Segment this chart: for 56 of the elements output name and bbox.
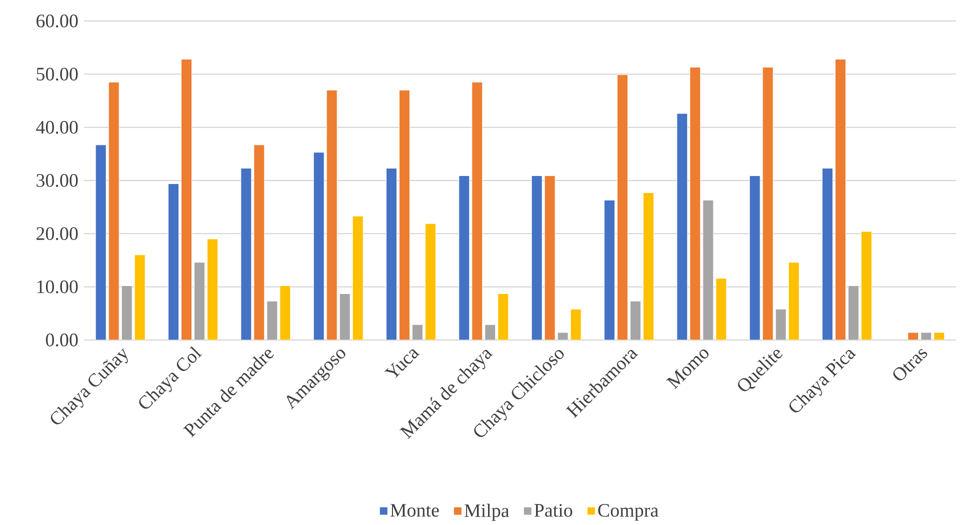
bar xyxy=(207,238,218,340)
bar xyxy=(95,144,106,340)
legend-label: Milpa xyxy=(464,504,510,521)
bar xyxy=(313,152,324,340)
y-tick-label: 10.00 xyxy=(37,280,78,294)
y-tick-label: 0.00 xyxy=(46,334,78,346)
bar xyxy=(108,82,120,340)
bar xyxy=(484,324,496,340)
y-tick-label: 60.00 xyxy=(36,14,78,28)
bar xyxy=(531,175,542,340)
x-tick-label: Otras xyxy=(893,348,928,380)
bar xyxy=(194,262,206,340)
legend-label: Compra xyxy=(598,504,658,521)
bar xyxy=(835,59,846,340)
bar xyxy=(716,278,727,340)
bar xyxy=(121,286,132,340)
bar xyxy=(168,183,179,340)
legend-label: Patio xyxy=(534,504,572,517)
bar xyxy=(788,262,800,340)
y-tick-label: 50.00 xyxy=(36,68,78,81)
legend-label: Monte xyxy=(390,504,439,517)
bar xyxy=(425,223,436,340)
bar xyxy=(775,308,786,340)
bar xyxy=(749,175,760,340)
bar xyxy=(498,293,509,340)
x-tick-label: Yuca xyxy=(384,349,420,378)
bar xyxy=(240,168,252,340)
bar xyxy=(617,74,628,340)
bar xyxy=(280,286,291,340)
bar xyxy=(630,300,642,340)
bar xyxy=(352,216,364,340)
y-tick-label: 20.00 xyxy=(36,227,78,240)
bar xyxy=(399,90,410,340)
bar xyxy=(676,113,688,340)
bar xyxy=(412,324,424,340)
bar xyxy=(643,192,654,340)
bar xyxy=(266,300,278,340)
bar xyxy=(861,231,872,340)
bar xyxy=(181,59,192,340)
y-tick-label: 30.00 xyxy=(36,174,78,187)
y-tick-label: 40.00 xyxy=(36,120,78,134)
bar xyxy=(570,308,582,340)
bar xyxy=(326,90,338,340)
bar xyxy=(762,67,774,340)
bar xyxy=(339,293,350,340)
bar xyxy=(822,168,834,340)
bar xyxy=(604,200,616,340)
bar xyxy=(472,82,483,340)
bar xyxy=(702,200,714,340)
bar xyxy=(544,175,556,340)
bar xyxy=(848,286,860,340)
bar xyxy=(386,168,397,340)
bar xyxy=(134,254,146,340)
bar xyxy=(254,144,265,340)
bar xyxy=(690,67,701,340)
bar xyxy=(458,175,470,340)
